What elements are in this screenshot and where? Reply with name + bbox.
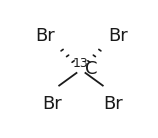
Text: Br: Br bbox=[36, 27, 55, 45]
Text: Br: Br bbox=[103, 95, 123, 113]
Text: Br: Br bbox=[108, 27, 128, 45]
Text: Br: Br bbox=[42, 95, 62, 113]
Text: 13: 13 bbox=[72, 57, 88, 70]
Text: C: C bbox=[85, 60, 97, 78]
